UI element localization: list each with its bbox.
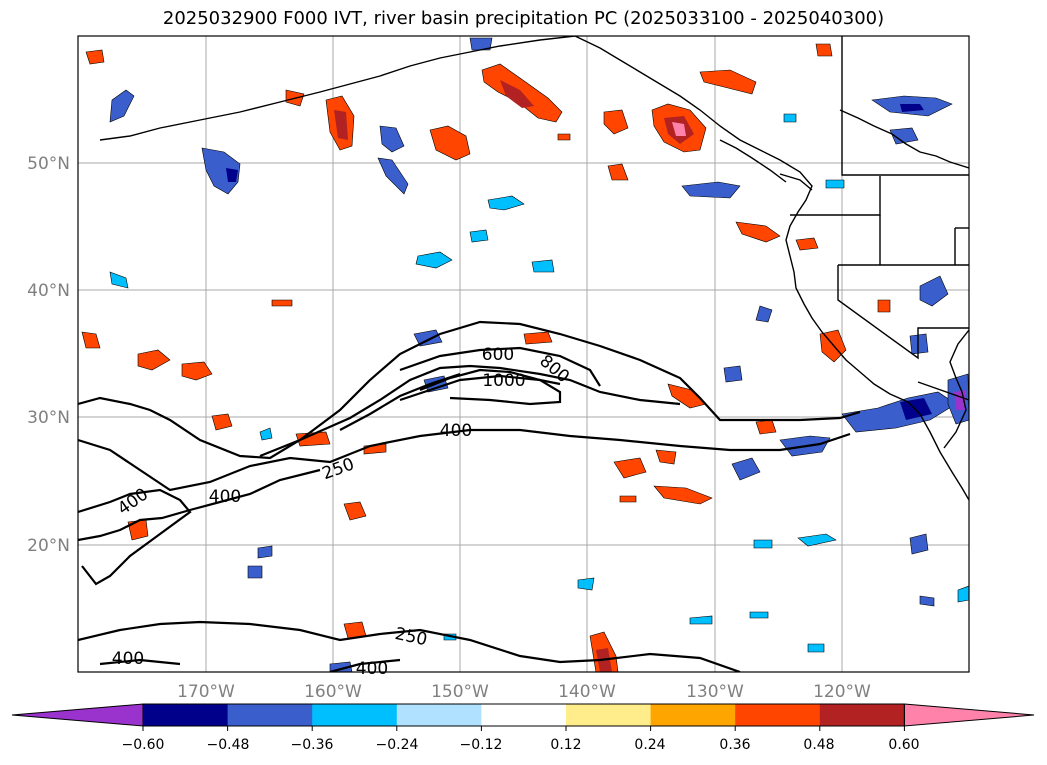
map-border <box>77 35 970 673</box>
colorbar-segment <box>650 704 736 726</box>
colorbar: −0.60 −0.48 −0.36 −0.24 −0.12 0.12 0.24 … <box>11 703 1035 753</box>
lon-label-120w: 120°W <box>813 682 871 702</box>
lon-label-140w: 140°W <box>558 682 616 702</box>
colorbar-tick: 0.48 <box>803 737 834 753</box>
contour-label-400-south: 400 <box>356 659 388 679</box>
contour-label-1000: 1000 <box>482 371 525 391</box>
lat-label-30n: 30°N <box>27 408 70 428</box>
colorbar-tick: −0.36 <box>291 737 334 753</box>
colorbar-tick: 0.24 <box>634 737 665 753</box>
colorbar-tick: −0.12 <box>460 737 503 753</box>
figure-title: 2025032900 F000 IVT, river basin precipi… <box>162 8 885 29</box>
colorbar-segment <box>566 704 652 726</box>
colorbar-segment <box>143 704 229 726</box>
lon-label-160w: 160°W <box>304 682 362 702</box>
negative-pc-shading <box>109 37 969 672</box>
colorbar-segments <box>11 703 1035 731</box>
colorbar-tick-labels: −0.60 −0.48 −0.36 −0.24 −0.12 0.12 0.24 … <box>122 737 920 753</box>
colorbar-outline <box>142 703 905 727</box>
map-background <box>78 36 969 672</box>
colorbar-extend-min <box>11 703 144 727</box>
contour-label-400-west: 400 <box>209 487 241 507</box>
colorbar-segment <box>227 704 313 726</box>
colorbar-tick: −0.60 <box>122 737 165 753</box>
colorbar-segment <box>819 704 905 726</box>
lat-label-20n: 20°N <box>27 536 70 556</box>
colorbar-segment <box>396 704 482 726</box>
colorbar-tick: 0.12 <box>550 737 581 753</box>
coastlines <box>99 36 969 501</box>
contour-label-400-far-south: 400 <box>112 649 144 669</box>
lon-label-130w: 130°W <box>686 682 744 702</box>
lon-label-170w: 170°W <box>177 682 235 702</box>
latitude-labels: 50°N 40°N 30°N 20°N <box>27 154 70 556</box>
lon-label-150w: 150°W <box>431 682 489 702</box>
contour-label-600: 600 <box>482 345 514 365</box>
lat-label-50n: 50°N <box>27 154 70 174</box>
longitude-labels: 170°W 160°W 150°W 140°W 130°W 120°W <box>177 682 871 702</box>
lat-label-40n: 40°N <box>27 281 70 301</box>
colorbar-tick: −0.24 <box>376 737 419 753</box>
colorbar-segment <box>312 704 398 726</box>
colorbar-extend-max <box>903 703 1035 727</box>
colorbar-tick: −0.48 <box>207 737 250 753</box>
colorbar-segment <box>481 704 567 726</box>
contour-label-400-center: 400 <box>440 421 472 441</box>
ivt-contours <box>78 320 861 672</box>
colorbar-tick: 0.60 <box>888 737 919 753</box>
colorbar-segment <box>735 704 821 726</box>
colorbar-tick: 0.36 <box>719 737 750 753</box>
